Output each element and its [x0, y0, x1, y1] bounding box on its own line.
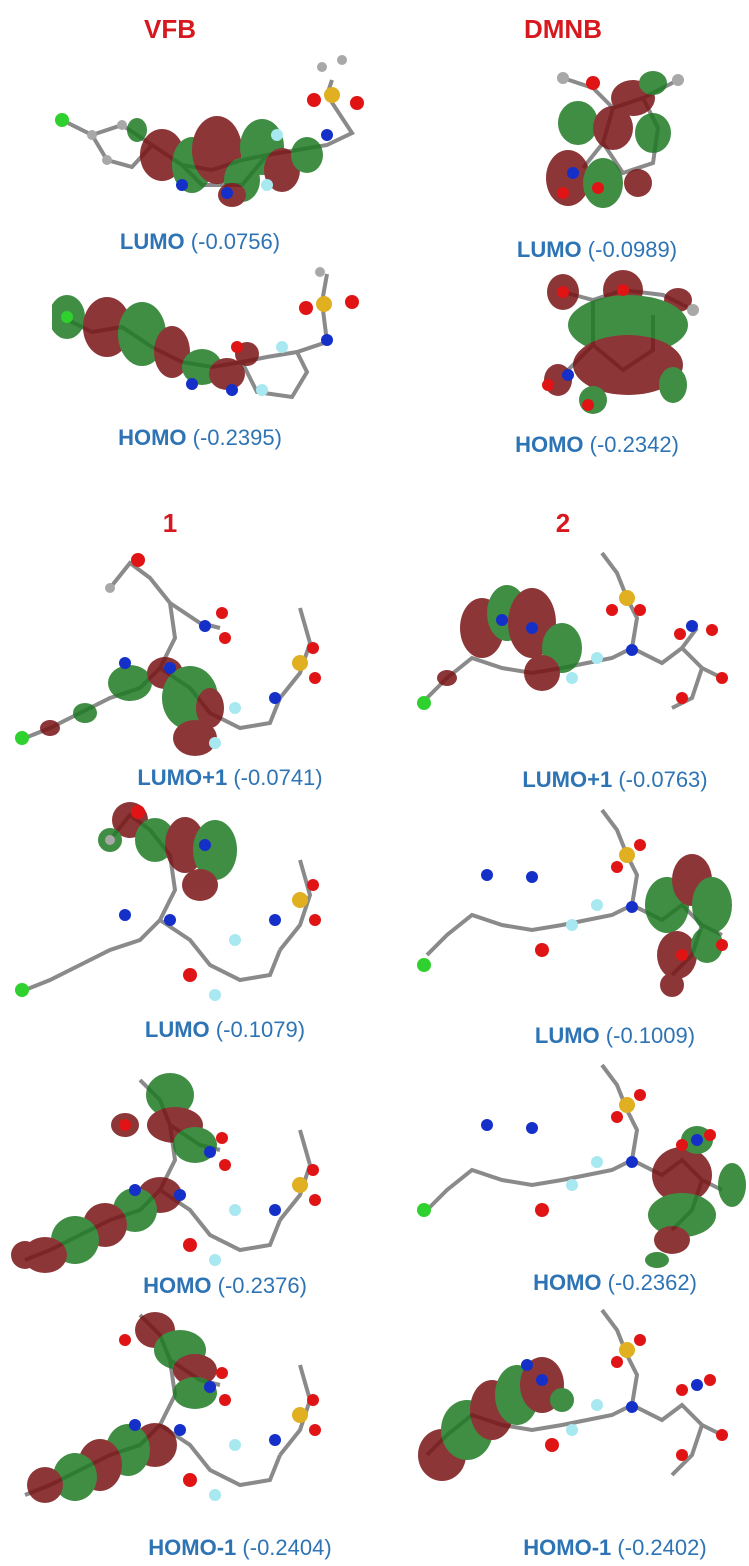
- orbital-energy: (-0.2404): [242, 1535, 332, 1560]
- dmnb-lumo-caption: LUMO (-0.0989): [437, 237, 749, 263]
- vfb-homo-orbital-image: [52, 262, 372, 417]
- vfb-lumo-orbital-image: [52, 55, 372, 220]
- vfb-homo-caption: HOMO (-0.2395): [40, 425, 360, 451]
- c2-lumo-orbital-image: [412, 805, 747, 1000]
- dmnb-lumo-orbital-image: [533, 68, 693, 218]
- orbital-label: HOMO-1: [148, 1535, 237, 1560]
- orbital-label: LUMO: [516, 237, 582, 262]
- orbital-energy: (-0.2402): [617, 1535, 707, 1560]
- orbital-label: LUMO: [534, 1023, 600, 1048]
- c1-homo-orbital-image: [10, 1070, 330, 1275]
- orbital-label: LUMO+1: [522, 767, 613, 792]
- dmnb-homo-orbital-image: [533, 270, 703, 430]
- c2-homo-caption: HOMO (-0.2362): [455, 1270, 749, 1296]
- heading-compound-2: 2: [555, 508, 571, 538]
- orbital-label: HOMO: [515, 432, 584, 457]
- orbital-energy: (-0.0756): [190, 229, 281, 254]
- orbital-label: LUMO: [119, 229, 185, 254]
- orbital-energy: (-0.1009): [605, 1023, 696, 1048]
- dmnb-homo-caption: HOMO (-0.2342): [437, 432, 749, 458]
- orbital-energy: (-0.2362): [607, 1270, 697, 1295]
- c2-lumo-plus-1-caption: LUMO+1 (-0.0763): [455, 767, 749, 793]
- orbital-label: HOMO: [118, 425, 187, 450]
- c2-homo-orbital-image: [412, 1060, 747, 1270]
- orbital-energy: (-0.2395): [192, 425, 282, 450]
- c1-lumo-caption: LUMO (-0.1079): [65, 1017, 385, 1043]
- orbital-label: LUMO: [144, 1017, 210, 1042]
- c2-lumo-caption: LUMO (-0.1009): [455, 1023, 749, 1049]
- orbital-energy: (-0.0989): [587, 237, 678, 262]
- c1-lumo-plus-1-orbital-image: [10, 548, 330, 758]
- c1-homo-minus-1-caption: HOMO-1 (-0.2404): [80, 1535, 400, 1561]
- orbital-label: LUMO+1: [137, 765, 228, 790]
- orbital-label: HOMO-1: [523, 1535, 612, 1560]
- orbital-energy: (-0.0741): [233, 765, 323, 790]
- orbital-energy: (-0.1079): [215, 1017, 306, 1042]
- c1-lumo-orbital-image: [10, 800, 330, 1005]
- c2-homo-minus-1-caption: HOMO-1 (-0.2402): [455, 1535, 749, 1561]
- heading-compound-1: 1: [162, 508, 178, 538]
- orbital-energy: (-0.0763): [618, 767, 708, 792]
- orbital-energy: (-0.2342): [589, 432, 679, 457]
- c1-lumo-plus-1-caption: LUMO+1 (-0.0741): [70, 765, 390, 791]
- orbital-energy: (-0.2376): [217, 1273, 307, 1298]
- heading-dmnb: DMNB: [524, 14, 602, 44]
- c2-homo-minus-1-orbital-image: [412, 1305, 747, 1505]
- orbital-label: HOMO: [143, 1273, 212, 1298]
- c1-homo-caption: HOMO (-0.2376): [65, 1273, 385, 1299]
- c2-lumo-plus-1-orbital-image: [412, 548, 747, 738]
- c1-homo-minus-1-orbital-image: [10, 1305, 330, 1515]
- orbital-label: HOMO: [533, 1270, 602, 1295]
- vfb-lumo-caption: LUMO (-0.0756): [40, 229, 360, 255]
- heading-vfb: VFB: [144, 14, 196, 44]
